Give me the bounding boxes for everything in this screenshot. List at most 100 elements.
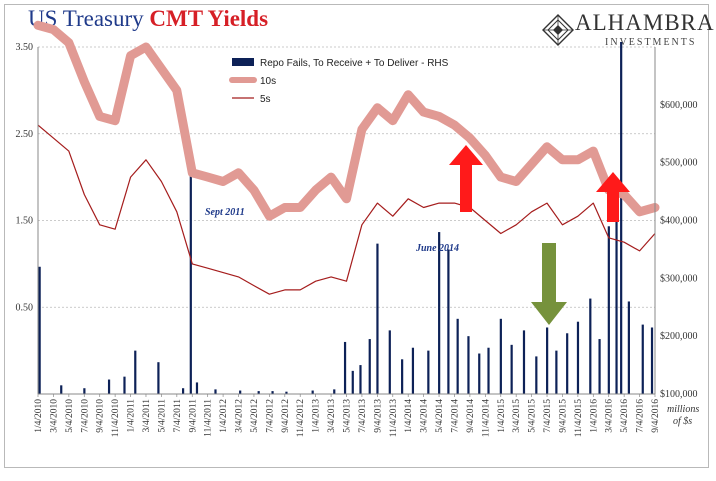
legend-label: Repo Fails, To Receive + To Deliver - RH… (260, 58, 449, 69)
x-tick-label: 7/4/2011 (173, 399, 183, 433)
x-tick-label: 1/4/2011 (127, 399, 137, 433)
x-tick-label: 7/4/2014 (450, 399, 460, 433)
x-tick-label: 9/4/2013 (373, 399, 383, 433)
x-tick-label: 3/4/2015 (512, 399, 522, 433)
x-tick-label: 9/4/2014 (466, 399, 476, 433)
repo-fails-bar (522, 330, 526, 394)
repo-fails-bar (333, 389, 336, 394)
repo-fails-bar (189, 162, 192, 394)
repo-fails-bar (60, 385, 63, 394)
x-tick-label: 9/4/2011 (188, 399, 198, 433)
repo-fails-bar (615, 214, 618, 394)
repo-fails-bar (438, 232, 441, 394)
red-up-arrow-icon (596, 172, 630, 222)
repo-fails-bars (38, 42, 654, 394)
annotation-sept-2011: Sept 2011 (205, 207, 245, 218)
left-tick-label: 1.50 (16, 216, 34, 227)
x-tick-label: 1/4/2015 (497, 399, 507, 433)
repo-fails-bar (478, 353, 481, 394)
repo-fails-bar (257, 391, 260, 394)
repo-fails-bar (38, 266, 41, 394)
repo-fails-bar (214, 389, 217, 394)
x-tick-label: 7/4/2015 (543, 399, 553, 433)
yield-lines (33, 20, 660, 295)
x-tick-label: 5/4/2015 (528, 399, 538, 433)
series-line-5s (37, 124, 656, 295)
brand-logo-icon (542, 14, 574, 46)
legend-label: 5s (260, 94, 271, 105)
repo-fails-bar (311, 390, 314, 394)
repo-fails-bar (535, 356, 538, 394)
repo-fails-bar (376, 243, 379, 394)
green-down-arrow-icon (531, 243, 567, 325)
repo-fails-bar (627, 301, 630, 394)
x-tick-label: 5/4/2012 (250, 399, 260, 433)
x-tick-label: 11/4/2010 (111, 399, 121, 437)
repo-fails-bar (271, 391, 274, 394)
annotation-arrows (449, 145, 630, 325)
repo-fails-bar (401, 359, 404, 394)
x-tick-label: 3/4/2013 (327, 399, 337, 433)
repo-fails-bar (427, 350, 430, 394)
x-tick-label: 9/4/2015 (558, 399, 568, 433)
repo-fails-bar (411, 347, 415, 394)
repo-fails-bar (546, 327, 549, 394)
x-tick-label: 7/4/2010 (80, 399, 90, 433)
grid-lines (38, 46, 655, 308)
repo-fails-bar (343, 341, 347, 394)
repo-fails-bar (239, 390, 242, 394)
repo-fails-bar (134, 350, 137, 394)
repo-fails-bar (467, 336, 470, 394)
left-tick-label: 3.50 (16, 42, 34, 53)
x-tick-label: 1/4/2012 (219, 399, 229, 433)
x-tick-label: 7/4/2013 (358, 399, 368, 433)
x-tick-label: 1/4/2013 (312, 399, 322, 433)
left-tick-label: 2.50 (16, 129, 34, 140)
repo-fails-bar (555, 350, 558, 394)
x-tick-label: 9/4/2010 (96, 399, 106, 433)
legend-swatch (232, 58, 254, 66)
x-tick-label: 3/4/2011 (142, 399, 152, 433)
brand-name: ALHAMBRA (575, 10, 715, 35)
brand-subtitle: INVESTMENTS (605, 37, 697, 48)
x-tick-label: 5/4/2014 (435, 399, 445, 433)
repo-fails-bar (83, 388, 86, 394)
axes: 3.50 2.50 1.50 0.50 $600,000 $500,000 $400,000… (16, 42, 700, 437)
x-tick-label: 3/4/2016 (605, 399, 615, 433)
x-tick-label: 1/4/2016 (589, 399, 599, 433)
x-tick-label: 9/4/2012 (281, 399, 291, 433)
x-tick-label: 11/4/2015 (574, 399, 584, 437)
repo-fails-bar (620, 42, 623, 394)
repo-fails-bar (388, 330, 391, 394)
title-part-2: CMT Yields (149, 6, 269, 31)
repo-fails-bar (510, 344, 513, 394)
x-tick-label: 3/4/2012 (235, 399, 245, 433)
series-line-10s (33, 20, 660, 221)
repo-fails-bar (157, 362, 160, 394)
x-tick-label: 11/4/2012 (296, 399, 306, 437)
repo-fails-bar (576, 321, 580, 394)
repo-fails-bar (487, 347, 490, 394)
red-up-arrow-icon (449, 145, 483, 212)
x-tick-label: 1/4/2010 (34, 399, 44, 433)
repo-fails-bar (195, 382, 199, 394)
repo-fails-bar (566, 333, 569, 394)
repo-fails-bar (447, 249, 450, 394)
repo-fails-bar (107, 379, 111, 394)
repo-fails-bar (607, 226, 610, 394)
repo-fails-bar (499, 318, 502, 394)
repo-fails-bar (641, 324, 644, 394)
x-tick-label: 11/4/2011 (204, 399, 214, 437)
x-tick-label: 9/4/2016 (651, 399, 661, 433)
repo-fails-bar (123, 376, 126, 394)
right-axis-unit-label: of $s (673, 416, 692, 427)
x-tick-label: 1/4/2014 (404, 399, 414, 433)
repo-fails-bar (368, 339, 371, 394)
right-tick-label: $500,000 (660, 158, 698, 169)
x-tick-label: 11/4/2014 (481, 399, 491, 437)
x-tick-label: 3/4/2010 (49, 399, 59, 433)
right-tick-label: $600,000 (660, 100, 698, 111)
repo-fails-bar (650, 327, 654, 394)
repo-fails-bar (598, 339, 601, 394)
